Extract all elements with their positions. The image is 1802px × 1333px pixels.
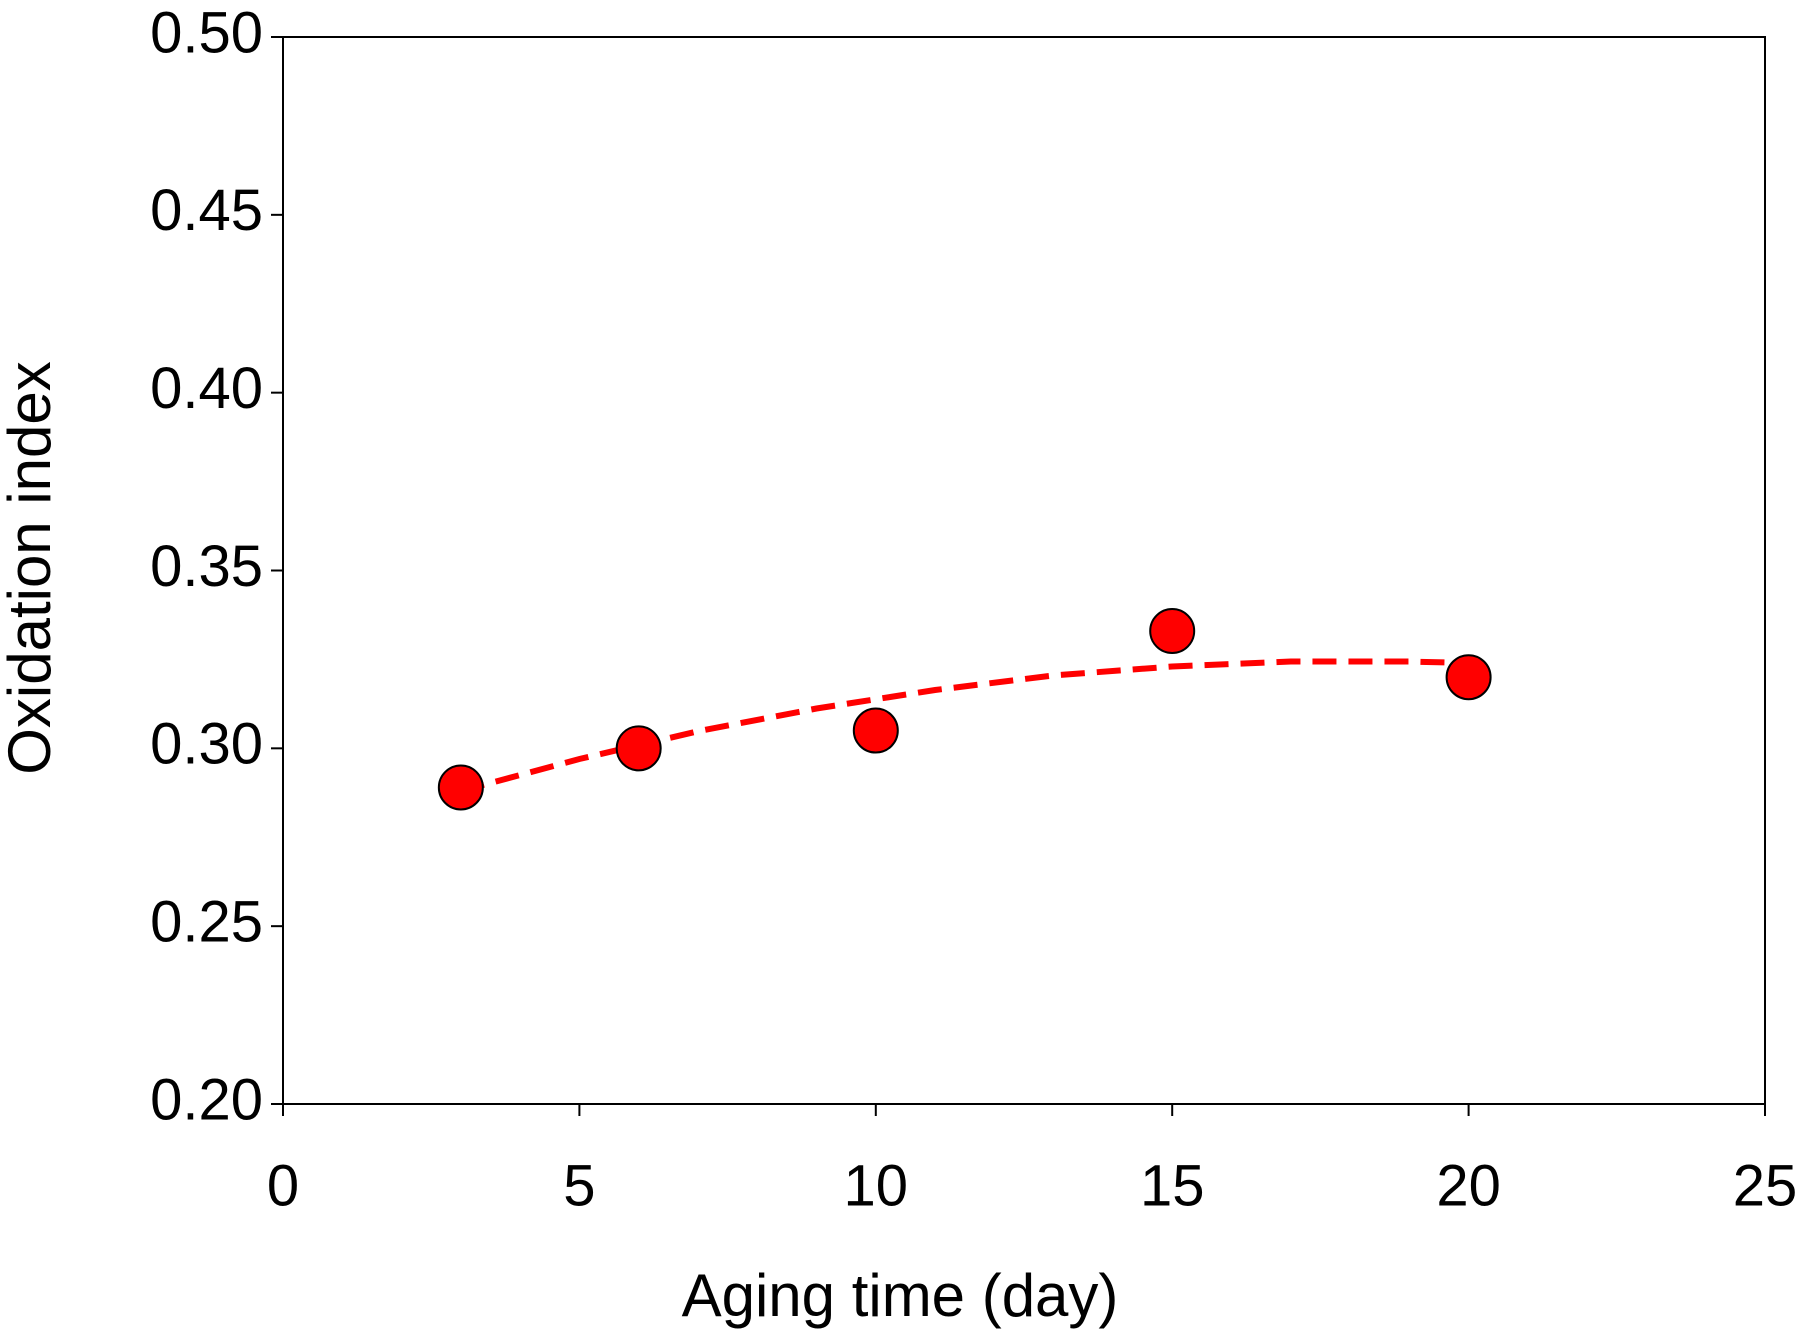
y-tick-label: 0.45 (150, 178, 263, 243)
y-axis-title: Oxidation index (0, 361, 63, 775)
x-tick-label: 10 (844, 1153, 909, 1218)
y-tick-label: 0.20 (150, 1067, 263, 1132)
x-tick-label: 15 (1140, 1153, 1205, 1218)
x-tick-label: 20 (1436, 1153, 1501, 1218)
data-point (852, 707, 899, 754)
data-point (437, 764, 484, 811)
x-tick-label: 5 (563, 1153, 595, 1218)
data-point (1445, 654, 1492, 701)
fit-line (460, 658, 1469, 794)
y-tick-label: 0.40 (150, 356, 263, 421)
y-tick-label: 0.35 (150, 534, 263, 599)
x-tick-label: 25 (1733, 1153, 1798, 1218)
y-tick-label: 0.50 (150, 0, 263, 65)
plot-frame (282, 36, 1766, 1105)
x-axis-title: Aging time (day) (682, 1262, 1119, 1329)
y-tick-label: 0.25 (150, 889, 263, 954)
data-point (1149, 607, 1196, 654)
x-tick-label: 0 (267, 1153, 299, 1218)
y-tick-label: 0.30 (150, 712, 263, 777)
data-point (615, 725, 662, 772)
